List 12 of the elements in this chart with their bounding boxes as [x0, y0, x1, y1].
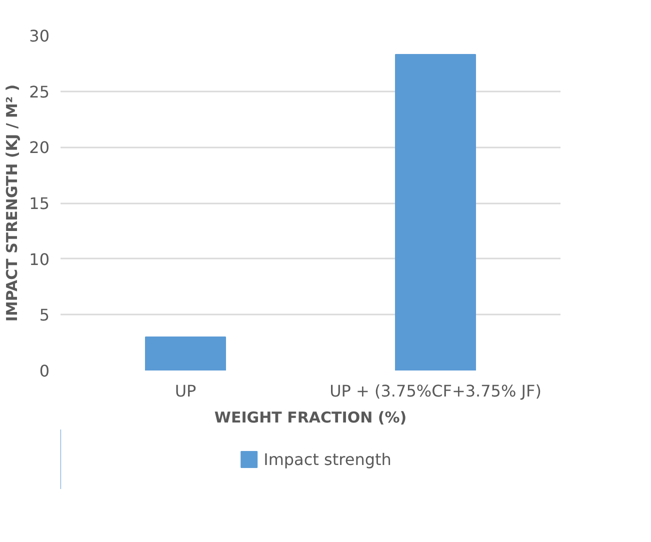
x-tick-label: UP + (3.75%CF+3.75% JF) [330, 382, 542, 400]
x-tick-label: UP [174, 382, 197, 400]
y-tick-label: 10 [29, 250, 50, 269]
y-axis-title: IMPACT STRENGTH (KJ / M² ) [3, 84, 22, 322]
x-axis-title: WEIGHT FRACTION (%) [214, 408, 407, 426]
y-tick-label: 5 [39, 306, 50, 325]
y-tick-label: 25 [29, 82, 50, 102]
legend-label: Impact strength [264, 450, 392, 468]
y-tick-label: 20 [29, 138, 50, 158]
y-tick-label: 15 [29, 194, 50, 213]
y-tick-label: 30 [29, 26, 50, 46]
y-tick-label: 0 [39, 362, 50, 380]
